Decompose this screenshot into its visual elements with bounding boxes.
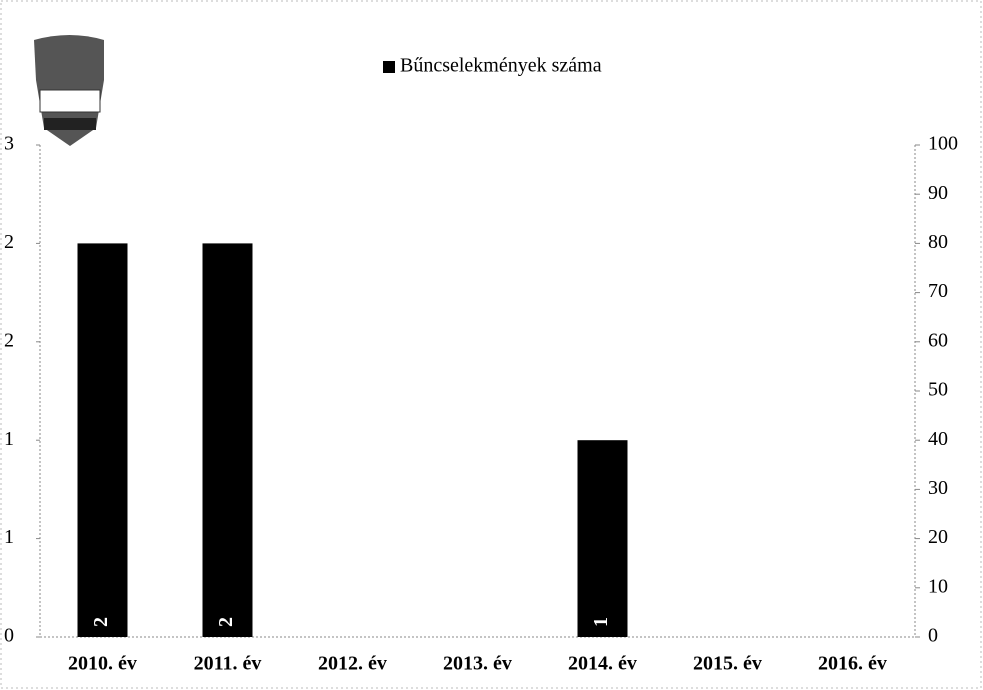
y-tick-label: 2 (4, 329, 14, 351)
y-tick-label: 3 (4, 133, 14, 155)
value-label: 2 (215, 617, 237, 627)
x-tick-label: 2012. év (318, 653, 387, 675)
y2-tick-label: 20 (928, 526, 948, 548)
y2-tick-label: 90 (928, 182, 948, 204)
x-tick-label: 2015. év (693, 653, 762, 675)
y2-tick-label: 40 (928, 428, 948, 450)
y2-tick-label: 100 (928, 133, 958, 155)
y2-tick-label: 0 (928, 625, 938, 647)
y2-tick-label: 70 (928, 280, 948, 302)
legend-label: Bűncselekmények száma (400, 55, 602, 77)
logo (34, 35, 104, 146)
y-tick-label: 1 (4, 526, 14, 548)
y2-tick-label: 60 (928, 329, 948, 351)
x-tick-label: 2016. év (818, 653, 887, 675)
chart: Bűncselekmények száma 011223010203040506… (0, 0, 983, 690)
bar (78, 243, 128, 637)
bar (578, 440, 628, 637)
y-tick-label: 2 (4, 231, 14, 253)
value-label: 1 (590, 617, 612, 627)
bar (203, 243, 253, 637)
y2-tick-label: 80 (928, 231, 948, 253)
y2-tick-label: 30 (928, 477, 948, 499)
x-tick-label: 2013. év (443, 653, 512, 675)
x-tick-label: 2014. év (568, 653, 637, 675)
value-label: 2 (90, 617, 112, 627)
frame (1, 1, 981, 688)
x-tick-label: 2010. év (68, 653, 137, 675)
y-tick-label: 0 (4, 625, 14, 647)
y2-tick-label: 10 (928, 575, 948, 597)
y-tick-label: 1 (4, 428, 14, 450)
y2-tick-label: 50 (928, 379, 948, 401)
legend-swatch (383, 61, 395, 73)
x-tick-label: 2011. év (194, 653, 262, 675)
